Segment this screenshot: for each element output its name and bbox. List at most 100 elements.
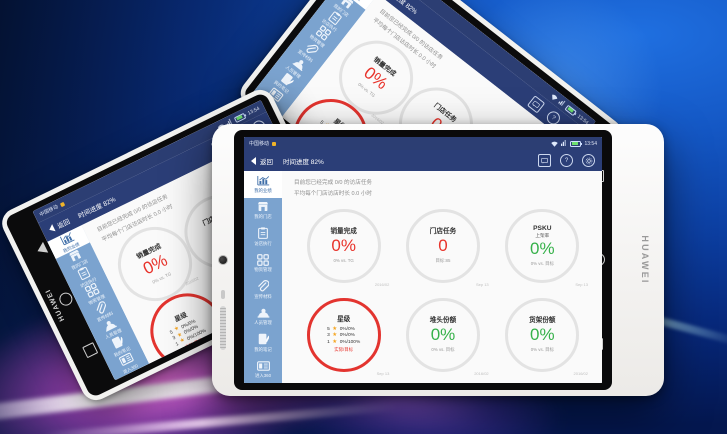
sidebar-item-label: 人员管理 — [254, 320, 272, 326]
sidebar-item-6[interactable]: 我的笔记 — [244, 330, 282, 357]
device-left-screen: 中国移动 13:54 返回 时间进度 82% ? 我 — [32, 100, 344, 381]
star-value: 0%/100% — [339, 339, 361, 345]
people-icon — [257, 307, 270, 318]
message-icon[interactable] — [526, 95, 546, 114]
card-icon — [256, 360, 270, 371]
kpi-date: 2016/02 — [474, 371, 489, 376]
kpi-title: PSKU — [533, 224, 552, 232]
clipboard-icon — [327, 9, 344, 26]
chevron-left-icon[interactable] — [251, 156, 256, 165]
sidebar-item-1[interactable]: 我的门店 — [244, 198, 282, 225]
app-body: 我的业绩我的门店访店执行物资管理宣传材料人员管理我的笔记进入360 目前您已经完… — [244, 171, 602, 383]
kpi-footer: 0% vs. 目标 — [431, 346, 455, 352]
store-icon — [339, 0, 356, 11]
kpi-subtitle: 上架率 — [535, 232, 550, 238]
sidebar-item-2[interactable]: 访店执行 — [312, 1, 354, 40]
wifi-icon — [550, 93, 559, 102]
back-button[interactable]: 返回 — [260, 158, 273, 166]
sidebar-item-4[interactable]: 宣传材料 — [244, 277, 282, 304]
sidebar-item-label: 我的笔记 — [254, 346, 272, 352]
chart-icon — [256, 175, 270, 186]
sidebar-item-1[interactable]: 我的门店 — [56, 243, 99, 277]
note-icon — [279, 71, 296, 88]
back-button[interactable]: 返回 — [56, 217, 72, 230]
message-icon[interactable] — [538, 154, 551, 167]
device-front: HUAWEI 中国移动 13:54 返回 时间进度 82% ? — [212, 124, 664, 396]
store-icon — [257, 201, 270, 212]
intro-block: 目前您已经完成 0/0 的访店任务 平均每个门店访店时长 0.0 小时 — [294, 178, 592, 199]
help-icon[interactable]: ? — [560, 154, 573, 167]
device-front-screen: 中国移动 13:54 返回 时间进度 82% ? 我 — [244, 137, 602, 383]
back-triangle-icon[interactable] — [34, 241, 48, 257]
front-camera-icon — [219, 256, 227, 264]
kpi-cell: 销量完成 0% 0% vs. TG 2016/02 — [294, 201, 393, 290]
sidebar-item-6[interactable]: 我的笔记 — [98, 329, 141, 363]
kpi-footer: 0% vs. 目标 — [530, 346, 554, 352]
sidebar-item-6[interactable]: 我的笔记 — [264, 63, 306, 102]
kpi-date: 2016/02 — [374, 282, 390, 288]
sidebar-item-label: 宣传材料 — [254, 293, 272, 299]
speaker-grille — [220, 306, 226, 350]
sidebar-item-0[interactable]: 我的业绩 — [47, 225, 91, 260]
sidebar-item-5[interactable]: 人员管理 — [276, 48, 318, 87]
kpi-date: Sep 13 — [575, 282, 588, 288]
sidebar: 我的业绩我的门店访店执行物资管理宣传材料人员管理我的笔记进入360 — [244, 171, 282, 383]
kpi-date: 2016/02 — [573, 371, 588, 376]
kpi-title: 堆头份额 — [429, 316, 457, 324]
sidebar-item-7[interactable]: 进入360 — [244, 357, 282, 384]
sidebar-item-label: 进入360 — [254, 373, 272, 379]
status-bar-left: 中国移动 — [249, 140, 277, 147]
star-level: 3 — [327, 333, 330, 339]
kpi-value: 0% — [331, 236, 356, 256]
sidebar-item-5[interactable]: 人员管理 — [90, 312, 133, 346]
sidebar-item-label: 访店执行 — [254, 240, 272, 246]
sidebar-item-3[interactable]: 物资管理 — [300, 17, 342, 56]
kpi-title: 货架份额 — [529, 316, 556, 324]
sidebar-item-2[interactable]: 访店执行 — [64, 260, 107, 294]
note-icon — [257, 334, 270, 345]
kpi-title: 星级 — [337, 316, 351, 324]
kpi-value: 0 — [438, 235, 448, 255]
sidebar-item-2[interactable]: 访店执行 — [244, 224, 282, 251]
sidebar-item-3[interactable]: 物资管理 — [73, 277, 116, 311]
sidebar-item-0[interactable]: 我的业绩 — [244, 171, 282, 198]
status-bar-right: 13:54 — [551, 139, 597, 148]
sim-signal-icon — [561, 139, 567, 148]
sidebar-item-7[interactable]: 进入360 — [107, 346, 150, 380]
device-left: HUAWEI 中国移动 13:54 返回 时间进度 82% ? — [0, 84, 359, 406]
sidebar-item-4[interactable]: 宣传材料 — [288, 32, 330, 71]
headphone-jack — [221, 290, 225, 299]
settings-gear-icon[interactable] — [582, 154, 595, 167]
grid-icon — [257, 253, 270, 266]
sidebar-item-5[interactable]: 人员管理 — [244, 304, 282, 331]
star-icon: ★ — [332, 325, 338, 332]
clipboard-icon — [257, 227, 270, 240]
status-bar: 中国移动 13:54 — [244, 137, 602, 150]
page-title: 时间进度 82% — [283, 158, 324, 166]
square-icon[interactable] — [82, 342, 99, 359]
star-rating-row: 5★0%/0% — [327, 325, 355, 333]
kpi-footer: 实际/目标 — [334, 346, 354, 352]
sidebar-item-label: 我的门店 — [254, 214, 272, 220]
kpi-footer: 0% vs. 目标 — [530, 260, 554, 266]
card-icon — [118, 352, 135, 368]
kpi-card[interactable]: 销量完成 0% 0% vs. TG — [306, 208, 381, 283]
kpi-date: Sep 13 — [376, 371, 390, 376]
chevron-left-icon[interactable] — [47, 223, 56, 234]
kpi-date: Sep 13 — [475, 282, 489, 288]
sidebar-item-1[interactable]: 我的门店 — [324, 0, 366, 25]
battery-icon — [570, 140, 583, 147]
sidebar-item-3[interactable]: 物资管理 — [244, 251, 282, 278]
kpi-value: 0% — [430, 324, 456, 344]
sidebar-item-4[interactable]: 宣传材料 — [81, 294, 124, 328]
